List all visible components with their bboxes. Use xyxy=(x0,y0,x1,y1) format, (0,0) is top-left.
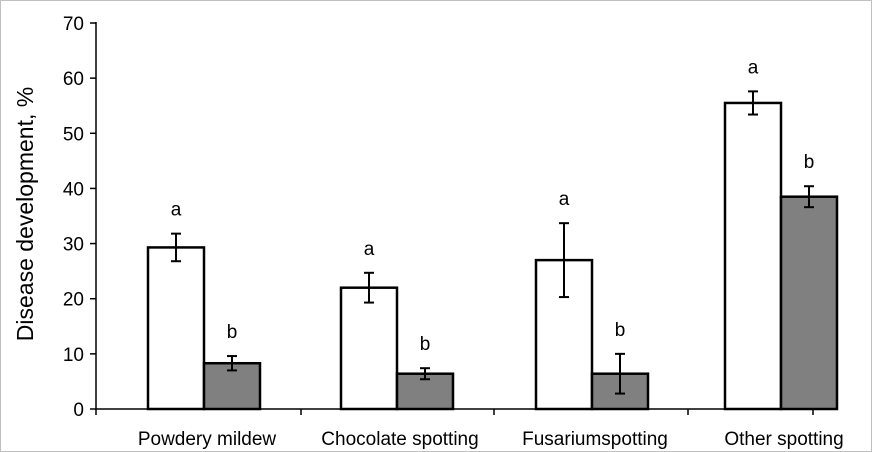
significance-label: b xyxy=(804,152,815,173)
y-tick-label: 60 xyxy=(63,69,84,90)
error-bars xyxy=(171,90,814,395)
bars xyxy=(146,101,839,411)
y-tick-label: 10 xyxy=(63,345,84,366)
bar xyxy=(146,246,206,411)
significance-label: a xyxy=(171,200,182,221)
x-category-label: Powdery mildew xyxy=(138,429,277,450)
y-axis-title: Disease development, % xyxy=(12,87,38,341)
bar xyxy=(534,258,594,411)
bar xyxy=(723,101,783,411)
y-tick-label: 50 xyxy=(63,124,84,145)
significance-label: a xyxy=(364,239,375,260)
significance-label: b xyxy=(615,320,626,341)
axes xyxy=(95,22,814,415)
y-tick-label: 30 xyxy=(63,235,84,256)
significance-labels: a a a a b b b b xyxy=(171,57,815,355)
significance-label: a xyxy=(748,57,759,78)
y-tick-label: 20 xyxy=(63,290,84,311)
bar xyxy=(339,286,399,411)
x-category-label: Chocolate spotting xyxy=(321,429,478,450)
x-category-label: Other spotting xyxy=(724,429,843,450)
y-axis-ticks: 0 10 20 30 40 50 60 70 xyxy=(63,14,96,421)
category-labels: Powdery mildew Chocolate spotting Fusarium… xyxy=(138,429,844,450)
x-category-label: Fusariumspotting xyxy=(522,429,668,450)
y-tick-label: 70 xyxy=(63,14,84,35)
significance-label: a xyxy=(559,189,570,210)
y-tick-label: 0 xyxy=(73,400,84,421)
y-tick-label: 40 xyxy=(63,179,84,200)
significance-label: b xyxy=(420,334,431,355)
significance-label: b xyxy=(227,322,238,343)
bar xyxy=(779,195,839,411)
